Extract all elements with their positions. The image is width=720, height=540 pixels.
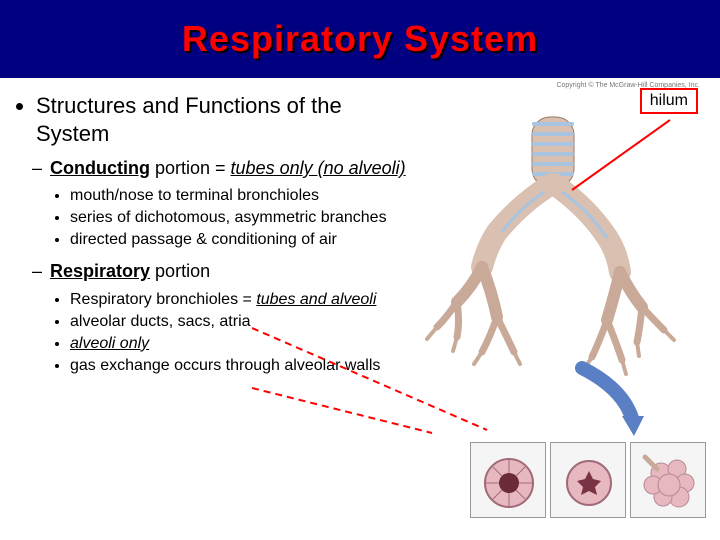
conducting-rest: portion =	[150, 158, 231, 178]
conducting-ital: tubes only (no alveoli)	[231, 158, 406, 178]
header-bullet: Structures and Functions of the System	[36, 92, 406, 147]
list-item: directed passage & conditioning of air	[70, 230, 406, 250]
respiratory-label: Respiratory	[50, 261, 150, 281]
hilum-leader-icon	[572, 120, 670, 190]
list-item: Respiratory bronchioles = tubes and alve…	[70, 290, 406, 310]
resp-a-ital: tubes and alveoli	[256, 291, 376, 308]
section-respiratory: Respiratory portion	[50, 260, 406, 283]
dashed-leader-icon	[252, 318, 552, 448]
resp-a-text: Respiratory bronchioles =	[70, 291, 256, 308]
inset-alveolar-sac	[630, 442, 706, 518]
conducting-list: mouth/nose to terminal bronchioles serie…	[26, 186, 406, 250]
primary-bronchi-icon	[482, 184, 620, 272]
list-item: series of dichotomous, asymmetric branch…	[70, 208, 406, 228]
inset-bronchiole-cross-1	[470, 442, 546, 518]
figure-column: hilum	[402, 88, 712, 528]
page-title: Respiratory System	[182, 18, 538, 60]
inset-row	[470, 442, 706, 518]
conducting-label: Conducting	[50, 158, 150, 178]
respiratory-rest: portion	[150, 261, 210, 281]
hilum-label: hilum	[640, 88, 698, 114]
magnify-arrow-icon	[562, 358, 682, 448]
inset-bronchiole-cross-2	[550, 442, 626, 518]
title-bar: Respiratory System	[0, 0, 720, 78]
section-conducting: Conducting portion = tubes only (no alve…	[50, 157, 406, 180]
list-item: mouth/nose to terminal bronchioles	[70, 186, 406, 206]
